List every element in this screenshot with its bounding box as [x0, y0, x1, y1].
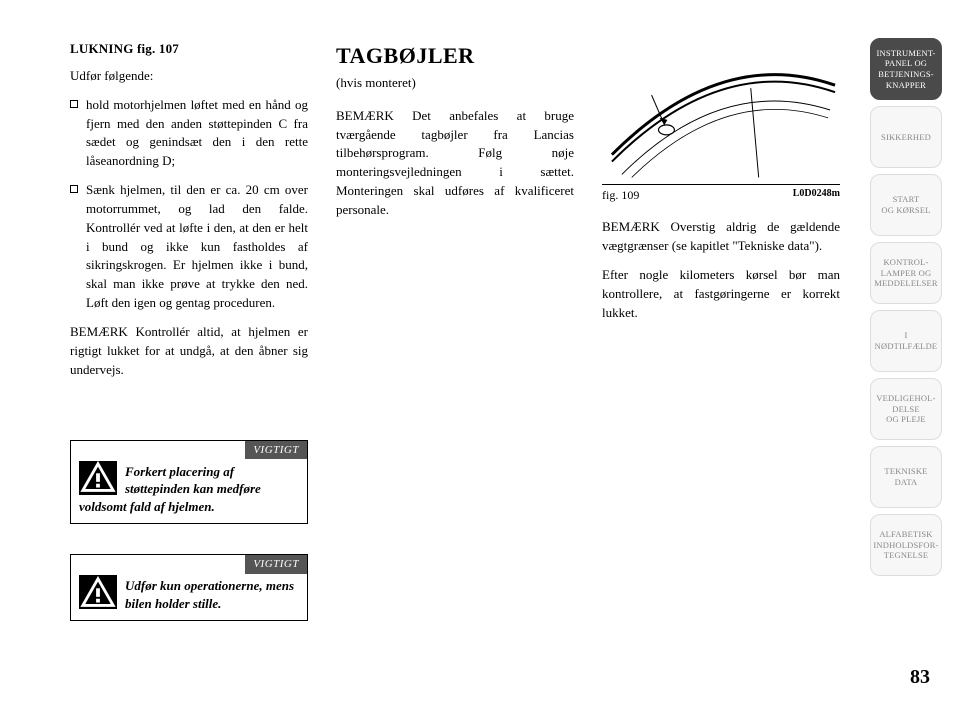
bullet-text: hold motorhjelmen løftet med en hånd og …	[86, 96, 308, 171]
tab-label: VEDLIGEHOL-DELSEOG PLEJE	[876, 393, 935, 425]
tab-label: INØDTILFÆLDE	[875, 330, 938, 351]
tab-label: SIKKERHED	[881, 132, 931, 143]
body-text: Efter nogle kilometers kørsel bør man ko…	[602, 266, 840, 323]
intro-text: Udfør følgende:	[70, 67, 308, 86]
column-2: TAGBØJLER (hvis monteret) BEMÆRK Det anb…	[336, 40, 574, 689]
figure-code: L0D0248m	[793, 187, 840, 204]
side-tabs: INSTRUMENT-PANEL OGBETJENINGS-KNAPPER SI…	[870, 0, 960, 709]
warning-box: VIGTIGT Udfør kun operationerne, mens bi…	[70, 554, 308, 621]
tab-emergency[interactable]: INØDTILFÆLDE	[870, 310, 942, 372]
tab-warning-lights[interactable]: KONTROL-LAMPER OGMEDDELELSER	[870, 242, 942, 304]
bullet-square-icon	[70, 185, 78, 193]
tab-label: TEKNISKEDATA	[884, 466, 927, 487]
tab-tech-data[interactable]: TEKNISKEDATA	[870, 446, 942, 508]
tab-label: INSTRUMENT-PANEL OGBETJENINGS-KNAPPER	[876, 48, 935, 91]
tab-instrument-panel[interactable]: INSTRUMENT-PANEL OGBETJENINGS-KNAPPER	[870, 38, 942, 100]
bullet-item: hold motorhjelmen løftet med en hånd og …	[70, 96, 308, 171]
tab-label: ALFABETISKINDHOLDSFOR-TEGNELSE	[873, 529, 938, 561]
bullet-item: Sænk hjelmen, til den er ca. 20 cm over …	[70, 181, 308, 313]
body-text: BEMÆRK Overstig aldrig de gældende vægtg…	[602, 218, 840, 256]
figure-caption: fig. 109 L0D0248m	[602, 184, 840, 204]
figure-number: fig. 109	[602, 187, 639, 204]
page-number: 83	[910, 666, 930, 689]
figure-image	[602, 40, 840, 180]
bullet-text: Sænk hjelmen, til den er ca. 20 cm over …	[86, 181, 308, 313]
section-subtitle: (hvis monteret)	[336, 74, 574, 93]
warning-header: VIGTIGT	[245, 441, 307, 460]
tab-safety[interactable]: SIKKERHED	[870, 106, 942, 168]
tab-start-driving[interactable]: STARTOG KØRSEL	[870, 174, 942, 236]
section-title: TAGBØJLER	[336, 40, 574, 72]
warning-triangle-icon	[79, 461, 117, 495]
column-3: fig. 109 L0D0248m BEMÆRK Overstig aldrig…	[602, 40, 840, 689]
body-text: BEMÆRK Det anbefales at bruge tværgående…	[336, 107, 574, 220]
tab-index[interactable]: ALFABETISKINDHOLDSFOR-TEGNELSE	[870, 514, 942, 576]
tab-maintenance[interactable]: VEDLIGEHOL-DELSEOG PLEJE	[870, 378, 942, 440]
column-1: LUKNING fig. 107 Udfør følgende: hold mo…	[70, 40, 308, 689]
warning-box: VIGTIGT Forkert placering af støttepinde…	[70, 440, 308, 525]
bullet-square-icon	[70, 100, 78, 108]
content-columns: LUKNING fig. 107 Udfør følgende: hold mo…	[0, 0, 870, 709]
tab-label: KONTROL-LAMPER OGMEDDELELSER	[874, 257, 938, 289]
tab-label: STARTOG KØRSEL	[881, 194, 930, 215]
manual-page: LUKNING fig. 107 Udfør følgende: hold mo…	[0, 0, 960, 709]
warning-triangle-icon	[79, 575, 117, 609]
note-text: BEMÆRK Kontrollér altid, at hjelmen er r…	[70, 323, 308, 380]
section-heading: LUKNING fig. 107	[70, 40, 308, 59]
warning-header: VIGTIGT	[245, 555, 307, 574]
